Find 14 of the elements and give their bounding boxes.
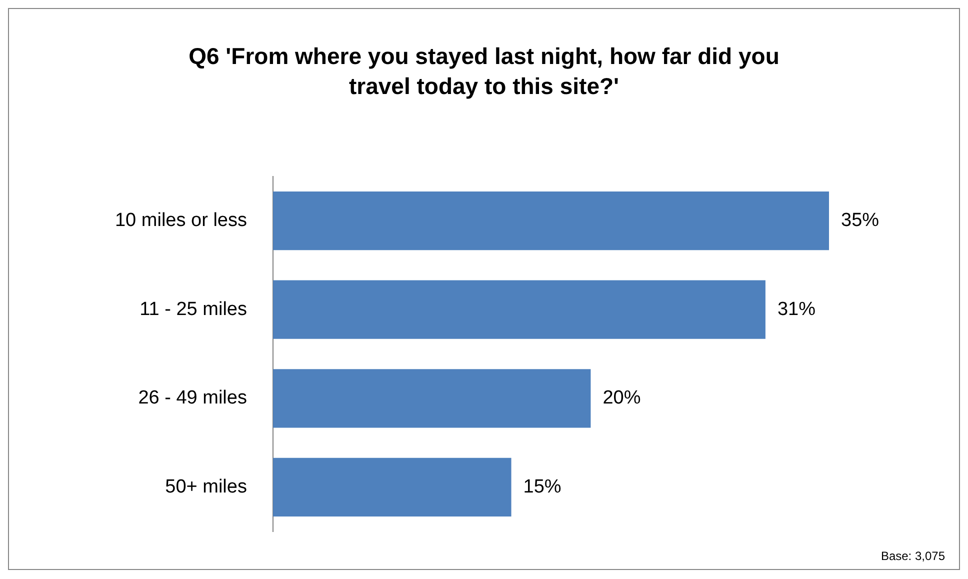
y-tick-label: 26 - 49 miles [138, 388, 247, 409]
bar [272, 369, 591, 428]
data-label: 35% [841, 210, 880, 232]
chart-title: Q6 'From where you stayed last night, how far did you travel today to this site?' [188, 42, 780, 101]
y-tick-label: 50+ miles [165, 476, 247, 498]
data-label: 20% [602, 388, 641, 409]
data-label: 15% [523, 476, 562, 498]
y-tick-label: 10 miles or less [114, 210, 247, 232]
data-label: 31% [777, 298, 816, 320]
text: Base: 3,075 [880, 549, 945, 563]
y-tick-label: 11 - 25 miles [140, 298, 247, 320]
bar [272, 280, 766, 339]
bar [272, 458, 512, 517]
bar [272, 191, 829, 250]
